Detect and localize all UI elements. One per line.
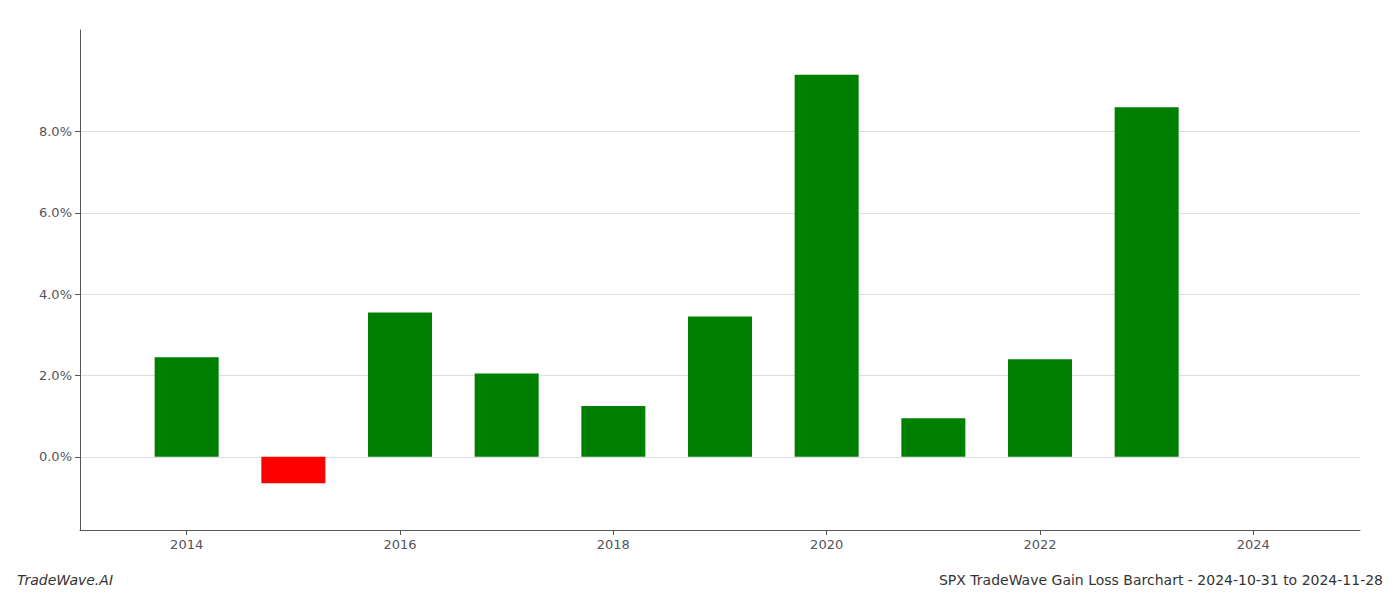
svg-text:4.0%: 4.0%	[39, 287, 72, 302]
svg-text:2.0%: 2.0%	[39, 368, 72, 383]
svg-text:8.0%: 8.0%	[39, 124, 72, 139]
svg-text:6.0%: 6.0%	[39, 205, 72, 220]
svg-text:2024: 2024	[1237, 537, 1270, 552]
svg-text:TradeWave.AI: TradeWave.AI	[17, 572, 113, 588]
svg-text:SPX TradeWave Gain Loss Barcha: SPX TradeWave Gain Loss Barchart - 2024-…	[939, 572, 1383, 588]
svg-text:2014: 2014	[170, 537, 203, 552]
svg-text:2016: 2016	[383, 537, 416, 552]
svg-text:2022: 2022	[1023, 537, 1056, 552]
svg-text:2018: 2018	[597, 537, 630, 552]
svg-text:0.0%: 0.0%	[39, 449, 72, 464]
svg-text:2020: 2020	[810, 537, 843, 552]
